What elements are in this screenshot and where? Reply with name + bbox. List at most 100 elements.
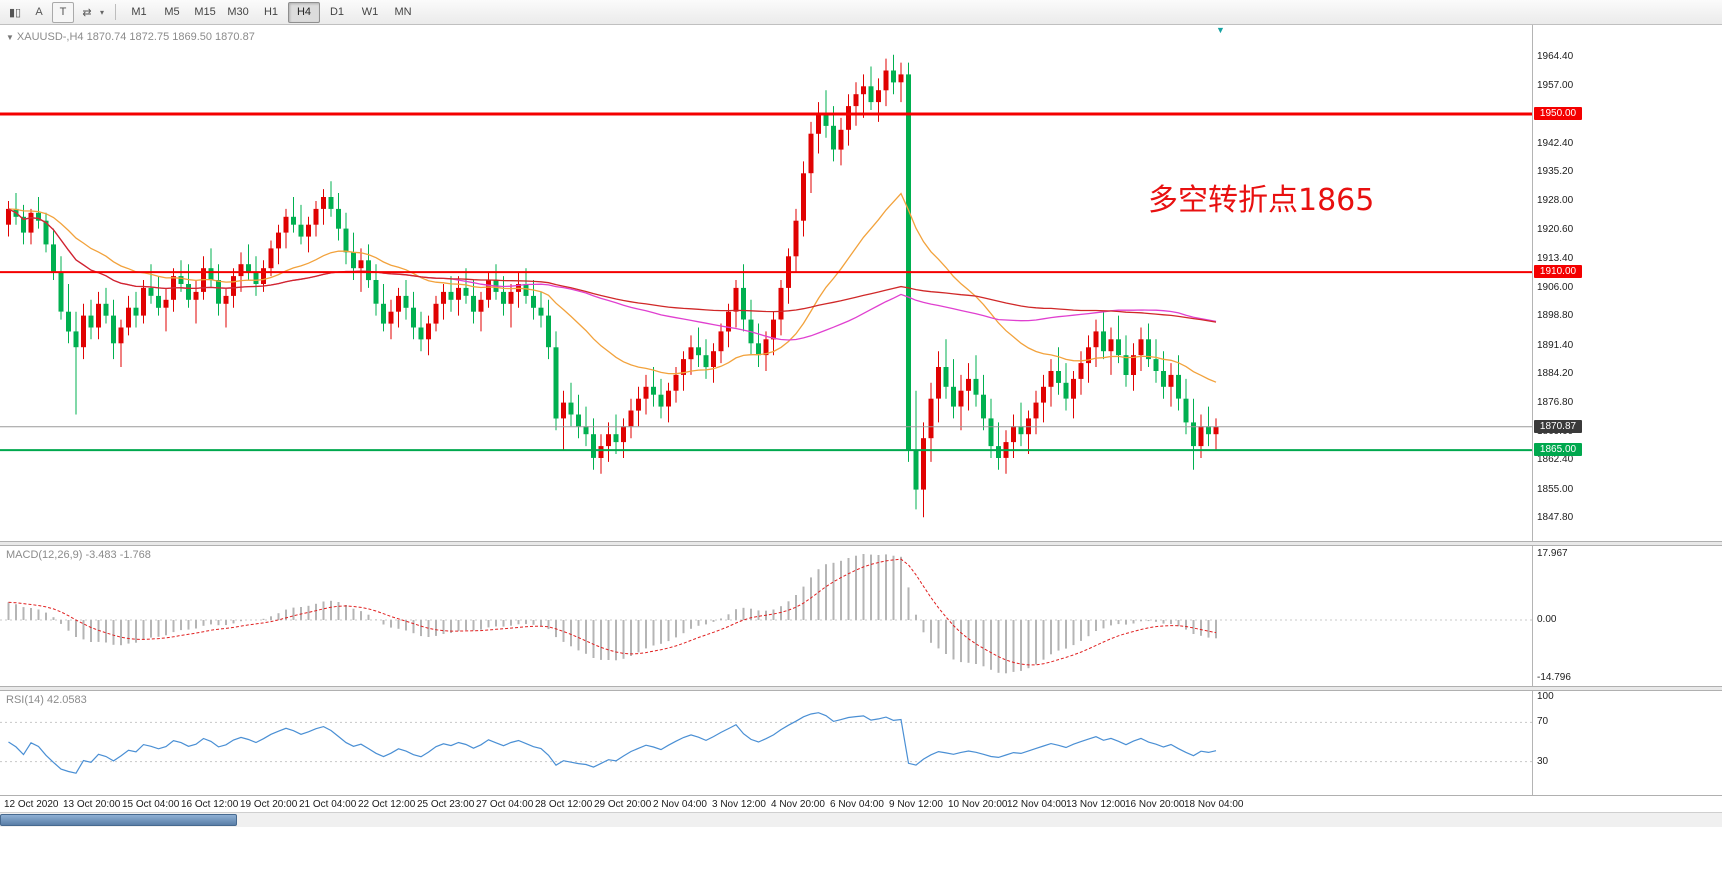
candle-body: [96, 303, 101, 328]
rsi-70-label: 70: [1537, 716, 1549, 727]
candle-body: [898, 74, 904, 83]
tf-button-mn[interactable]: MN: [394, 6, 412, 18]
candle-body: [606, 434, 611, 447]
candle-body: [943, 367, 949, 387]
ma-30-line[interactable]: [8, 192, 1217, 383]
tf-button-w1[interactable]: W1: [361, 6, 379, 18]
time-tick-label: 21 Oct 04:00: [299, 799, 357, 810]
macd-canvas[interactable]: [0, 546, 1532, 686]
candle-body: [1138, 339, 1144, 356]
macd-label: MACD(12,26,9) -3.483 -1.768: [6, 549, 151, 561]
candle-body: [178, 276, 184, 284]
price-badge-1910.00: 1910.00: [1534, 265, 1582, 278]
chart-mode-icon[interactable]: ▮▯: [8, 6, 22, 19]
panel-splitter-1[interactable]: [0, 541, 1722, 546]
chart-annotation-text[interactable]: 多空转折点1865: [1148, 183, 1375, 218]
macd-max-label: 17.967: [1537, 548, 1568, 559]
price-tick-label: 1920.60: [1537, 224, 1574, 235]
candle-body: [628, 410, 634, 427]
candle-body: [261, 268, 266, 284]
time-tick-label: 10 Nov 20:00: [948, 799, 1008, 810]
candle-body: [163, 299, 169, 308]
text-tool-icon[interactable]: T: [52, 1, 74, 23]
candle-body: [1176, 374, 1181, 399]
candle-body: [276, 232, 281, 249]
candle-body: [21, 216, 26, 233]
candle-body: [718, 331, 724, 352]
price-tick-label: 1964.40: [1537, 51, 1574, 62]
price-tick-label: 1891.40: [1537, 340, 1574, 351]
candle-body: [418, 327, 424, 340]
tf-button-h1[interactable]: H1: [263, 6, 279, 18]
rsi-scale[interactable]: 100 70 30: [1532, 691, 1722, 795]
ma-60-line[interactable]: [8, 208, 1217, 341]
candle-body: [478, 299, 484, 312]
candle-body: [658, 394, 664, 407]
chart-shift-marker-icon[interactable]: ▼: [1216, 25, 1225, 35]
tf-button-h4[interactable]: H4: [288, 1, 321, 23]
tf-button-m15[interactable]: M15: [194, 6, 216, 18]
time-tick-label: 13 Nov 12:00: [1066, 799, 1126, 810]
candle-body: [621, 426, 626, 443]
macd-scale[interactable]: 17.967 0.00 -14.796: [1532, 546, 1722, 686]
tf-button-m1[interactable]: M1: [131, 6, 147, 18]
candle-body: [1033, 402, 1039, 419]
collapse-triangle-icon[interactable]: ▼: [6, 33, 14, 42]
horizontal-scrollbar[interactable]: [0, 812, 1722, 827]
candle-body: [876, 90, 881, 103]
candle-body: [238, 264, 244, 277]
ma-130-line[interactable]: [8, 208, 1217, 323]
candle-body: [231, 276, 236, 296]
dropdown-caret-icon[interactable]: ▾: [100, 7, 105, 17]
candle-body: [81, 315, 86, 348]
price-tick-label: 1898.80: [1537, 310, 1574, 321]
candle-body: [441, 291, 446, 304]
candle-body: [853, 94, 859, 107]
candle-body: [636, 398, 641, 411]
candle-body: [103, 303, 109, 316]
candle-body: [583, 426, 589, 435]
candle-body: [711, 351, 716, 367]
price-badge-1865.00: 1865.00: [1534, 443, 1582, 456]
time-tick-label: 13 Oct 20:00: [63, 799, 121, 810]
tf-button-d1[interactable]: D1: [329, 6, 345, 18]
indicator-arrows-icon[interactable]: ⇄: [82, 6, 92, 19]
candle-body: [343, 228, 349, 253]
candle-body: [186, 284, 191, 300]
scrollbar-thumb[interactable]: [0, 814, 237, 826]
time-tick-label: 15 Oct 04:00: [122, 799, 180, 810]
time-axis[interactable]: 12 Oct 2020 13 Oct 20:00 15 Oct 04:00 16 Oc…: [0, 795, 1722, 813]
panel-splitter-2[interactable]: [0, 686, 1722, 691]
rsi-line: [8, 712, 1217, 774]
candle-body: [268, 248, 274, 269]
macd-panel: MACD(12,26,9) -3.483 -1.768 17.967 0.00 -1…: [0, 546, 1722, 686]
candle-body: [351, 252, 356, 269]
candle-body: [381, 303, 386, 324]
price-chart-canvas[interactable]: [0, 25, 1532, 541]
candle-body: [6, 208, 11, 225]
candle-body: [1168, 374, 1174, 387]
candle-body: [321, 197, 326, 209]
candle-body: [358, 260, 364, 269]
tf-button-m30[interactable]: M30: [227, 6, 249, 18]
price-scale[interactable]: 1964.401957.001949.601942.401935.201928.…: [1532, 25, 1722, 541]
rsi-canvas[interactable]: [0, 691, 1532, 795]
candle-body: [838, 129, 844, 150]
price-badge-1950.00: 1950.00: [1534, 107, 1582, 120]
candle-body: [463, 287, 469, 296]
candle-body: [996, 446, 1001, 458]
cursor-a-icon[interactable]: A: [35, 6, 43, 18]
candle-body: [741, 287, 746, 320]
candle-body: [508, 291, 514, 304]
candle-body: [58, 272, 64, 312]
tf-button-m5[interactable]: M5: [164, 6, 180, 18]
rsi-label: RSI(14) 42.0583: [6, 694, 87, 706]
candle-body: [411, 307, 416, 328]
candle-body: [426, 323, 431, 340]
candle-body: [808, 133, 814, 174]
candle-body: [958, 390, 964, 407]
candle-body: [1161, 371, 1166, 387]
time-tick-label: 6 Nov 04:00: [830, 799, 884, 810]
candle-body: [673, 374, 679, 391]
